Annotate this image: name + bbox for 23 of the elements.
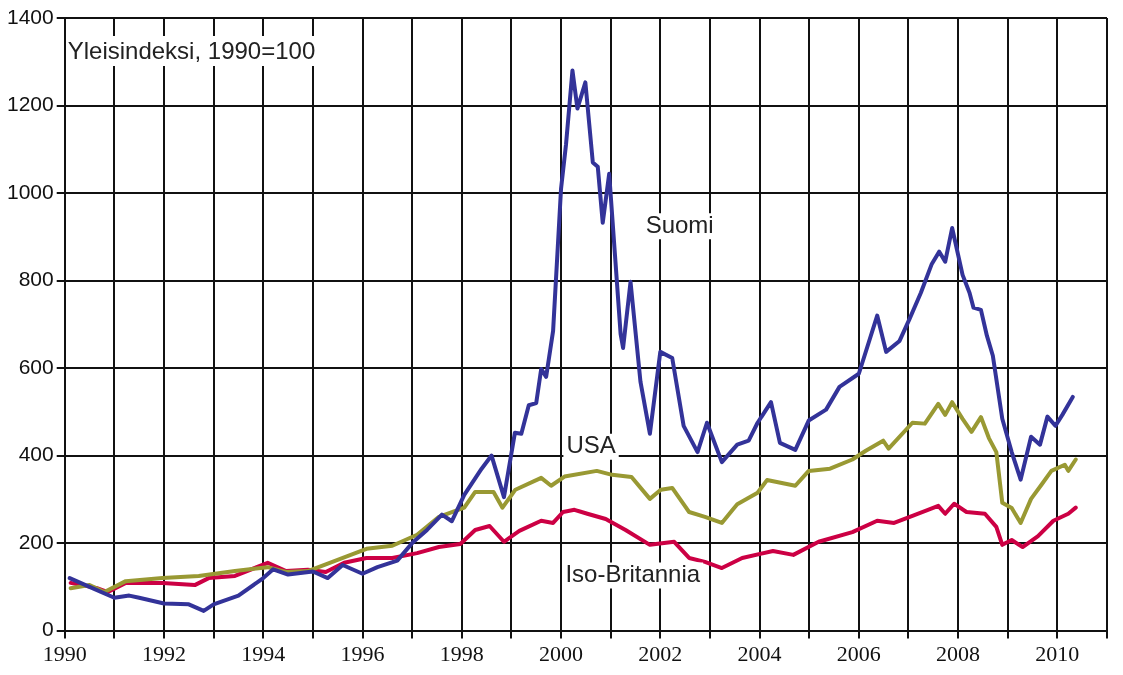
x-tick-label: 1992 [141, 640, 186, 666]
y-tick-label: 1400 [7, 4, 54, 28]
x-tick-label: 1996 [340, 640, 385, 666]
x-tick-label: 1990 [42, 640, 87, 666]
y-tick-label: 200 [18, 529, 54, 553]
y-tick-label: 600 [18, 354, 54, 378]
y-tick-label: 1000 [7, 179, 54, 203]
y-axis-title: Yleisindeksi, 1990=100 [67, 36, 316, 64]
x-tick-label: 1998 [439, 640, 484, 666]
y-tick-label: 800 [18, 267, 54, 291]
x-tick-label: 2010 [1035, 640, 1080, 666]
series-label: USA [566, 431, 616, 459]
x-tick-label: 2000 [539, 640, 584, 666]
y-tick-label: 0 [42, 617, 54, 641]
series-label: Iso-Britannia [565, 560, 701, 588]
x-tick-label: 2008 [936, 640, 981, 666]
x-tick-label: 2002 [638, 640, 683, 666]
x-tick-label: 1994 [241, 640, 286, 666]
x-tick-label: 2006 [836, 640, 881, 666]
series-label: Suomi [645, 210, 714, 238]
x-tick-label: 2004 [737, 640, 782, 666]
y-tick-label: 1200 [7, 92, 54, 116]
y-tick-label: 400 [18, 442, 54, 466]
